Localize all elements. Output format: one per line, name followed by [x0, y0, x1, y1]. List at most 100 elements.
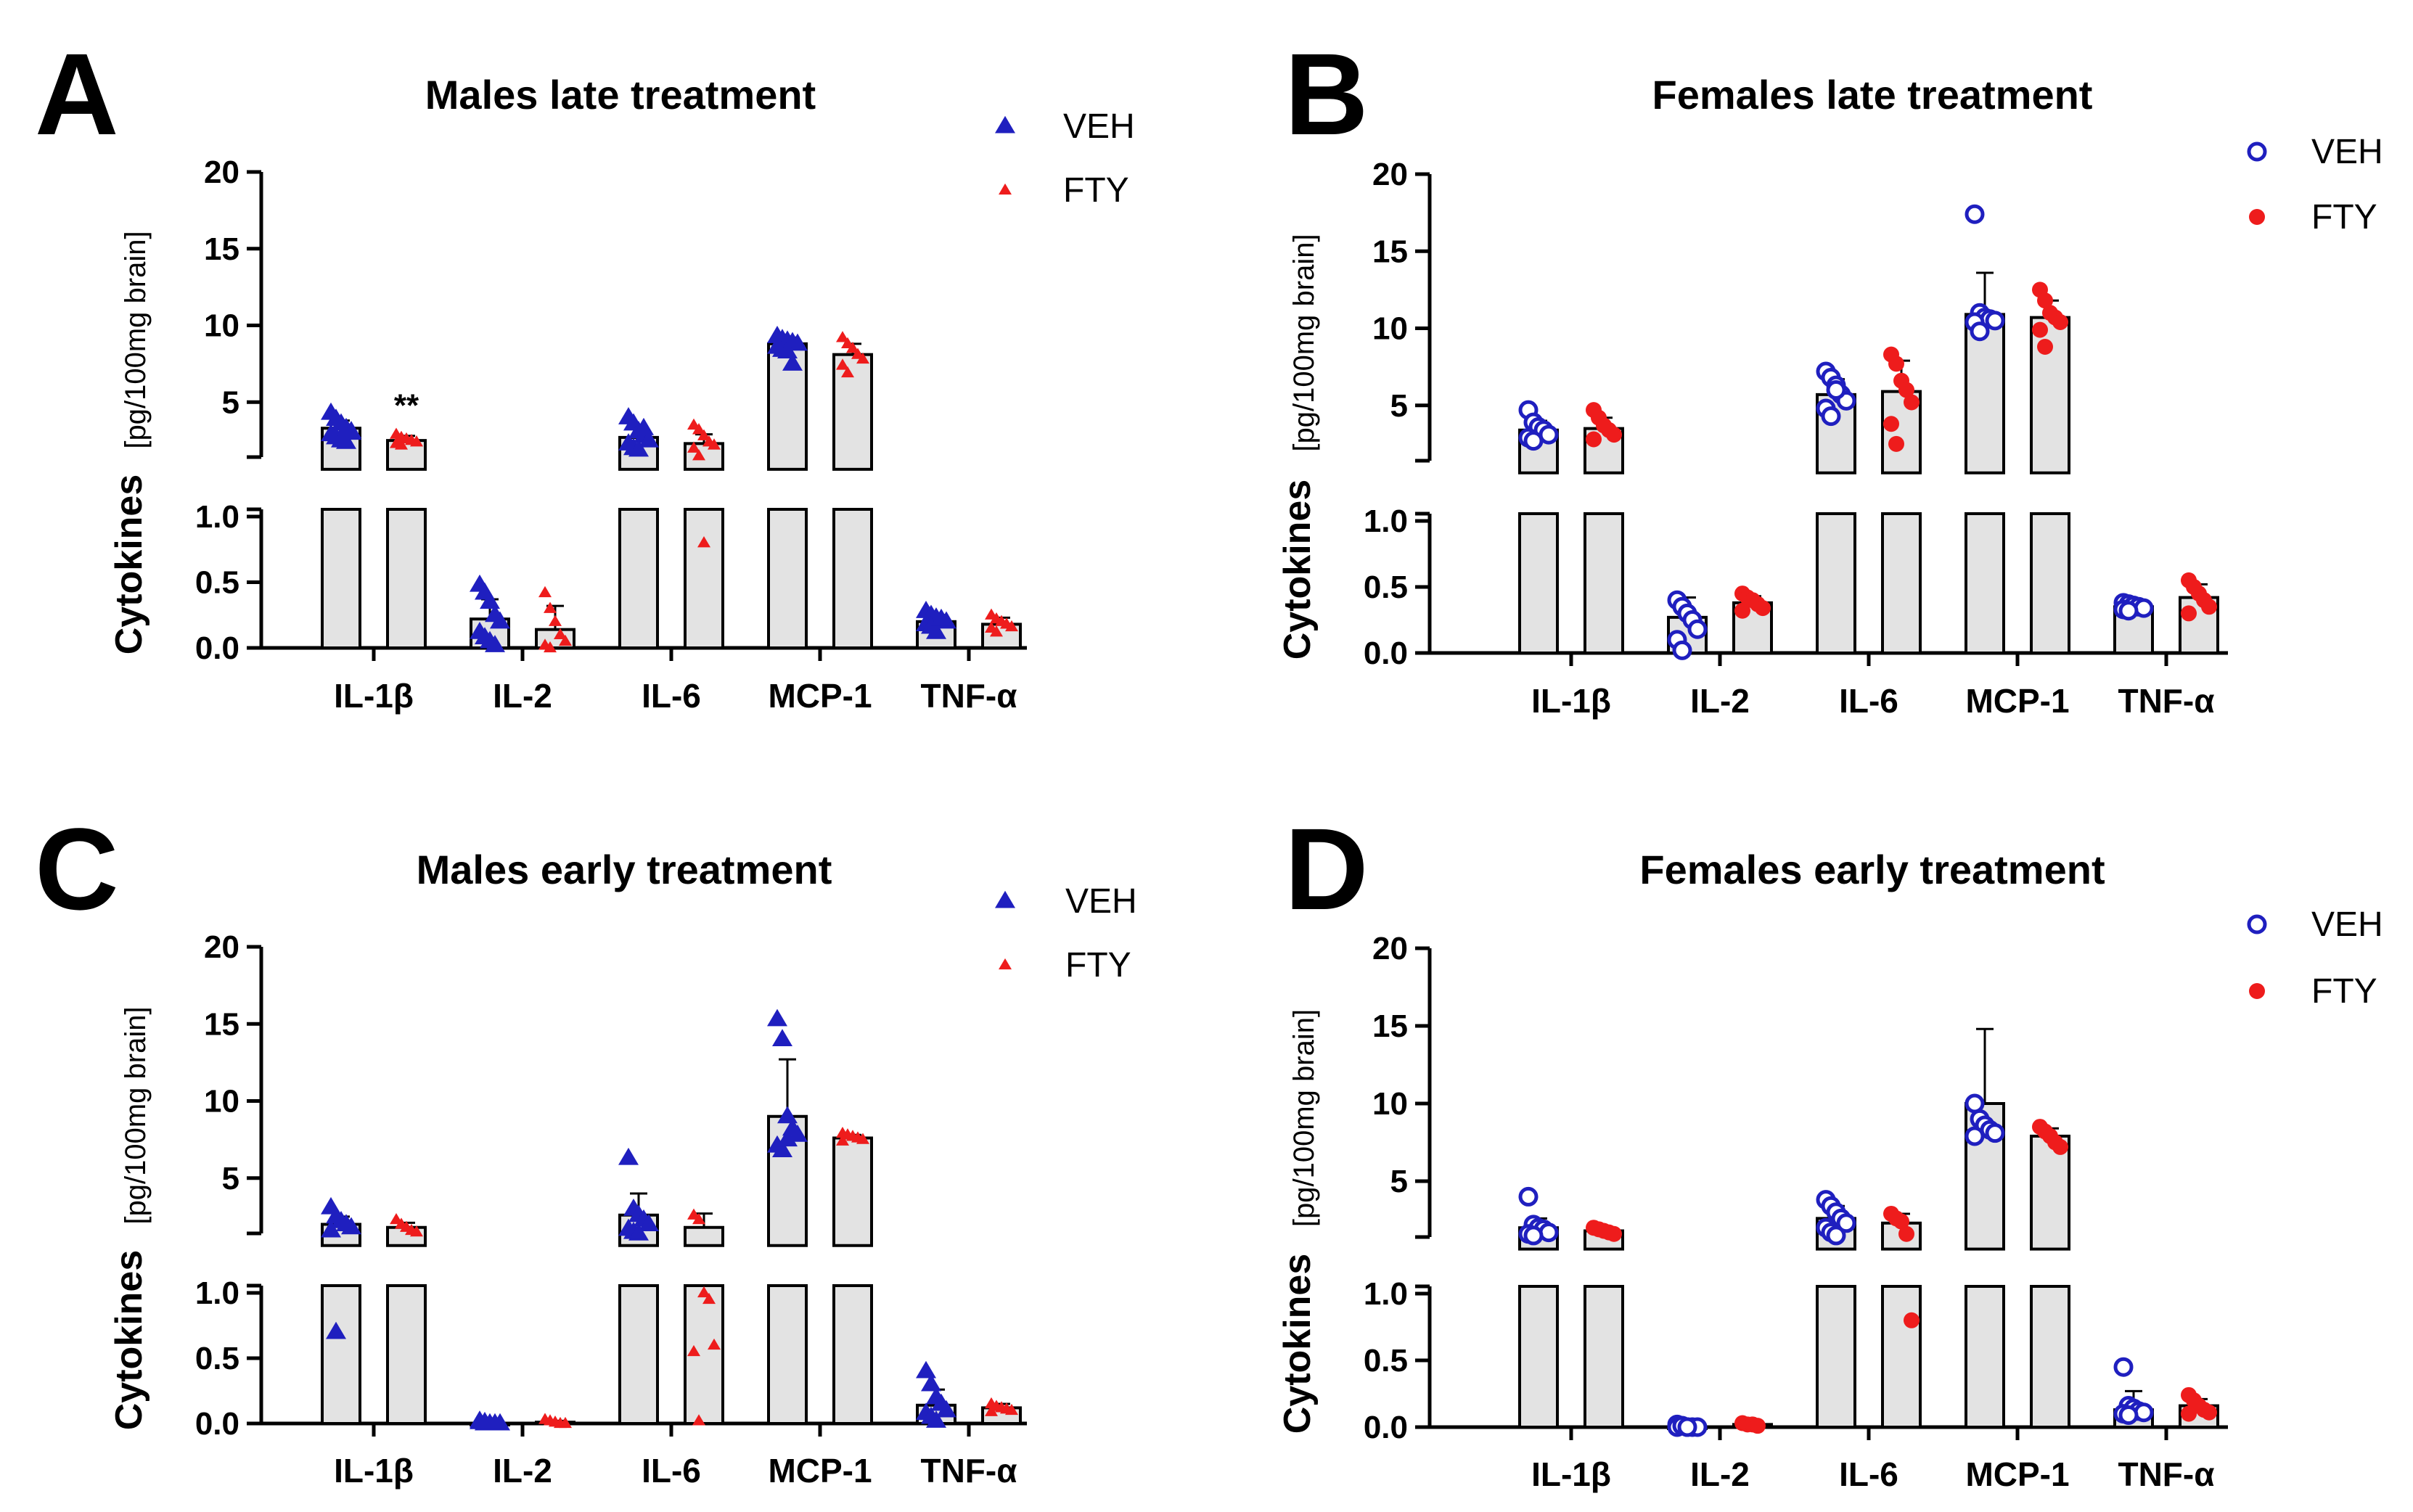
panel-title: Females early treatment: [1639, 847, 2105, 892]
data-point: [410, 435, 423, 447]
category-label: IL-6: [1839, 1455, 1898, 1493]
data-point: [544, 641, 557, 653]
significance-marker: **: [394, 388, 419, 424]
panel-letter: A: [35, 29, 119, 159]
bar-group-veh: [916, 601, 956, 649]
data-point: [1888, 356, 1904, 372]
data-point: [708, 1338, 721, 1350]
y-tick-label: 1.0: [195, 1275, 239, 1311]
data-point: [702, 1292, 716, 1304]
bar-lower: [386, 1284, 427, 1425]
bar-lower: [2030, 1285, 2070, 1429]
y-tick-label: 0.0: [1364, 1410, 1408, 1445]
y-tick-label: 10: [1372, 311, 1408, 347]
panel-title: Males early treatment: [417, 847, 832, 892]
bar-group-veh: [767, 1008, 808, 1425]
data-point: [410, 1225, 423, 1237]
legend-marker: [995, 115, 1015, 133]
data-point: [475, 1413, 495, 1431]
bar-lower: [1816, 512, 1856, 654]
data-point: [1904, 394, 1920, 411]
data-point: [708, 438, 721, 450]
y-axis-label: Cytokines: [108, 474, 150, 655]
panel-letter: B: [1285, 29, 1369, 159]
legend-label: VEH: [1063, 107, 1135, 146]
category-label: TNF-α: [2118, 1455, 2214, 1493]
bar-lower: [684, 508, 724, 649]
data-point: [1677, 1417, 1697, 1437]
bar-group-veh: [1965, 204, 2005, 654]
data-point: [697, 536, 710, 548]
bar-lower: [1965, 512, 2005, 654]
data-point: [1539, 1223, 1559, 1243]
category-label: TNF-α: [920, 677, 1017, 715]
data-point: [490, 611, 510, 629]
legend-marker: [995, 890, 1015, 908]
bar-group-fty: [386, 1212, 427, 1425]
data-point: [326, 1321, 346, 1339]
legend-label: FTY: [2311, 198, 2377, 237]
y-axis-unit-label: [pg/100mg brain]: [1288, 1009, 1320, 1227]
data-point: [2134, 598, 2154, 618]
data-point: [2037, 339, 2053, 355]
data-point: [777, 1129, 798, 1147]
data-point: [1985, 1123, 2005, 1143]
data-point: [777, 1106, 798, 1124]
category-label: IL-2: [493, 677, 552, 715]
data-point: [1985, 311, 2005, 331]
bar-group-veh: [2113, 1357, 2154, 1429]
data-point: [1893, 1213, 1909, 1230]
data-point: [618, 1147, 639, 1165]
bar-group-fty: [981, 1397, 1022, 1426]
bar-lower: [321, 1284, 361, 1425]
bar-lower: [832, 508, 873, 649]
bar-lower: [1518, 512, 1559, 654]
data-point: [926, 622, 946, 639]
bar-group-fty: [1584, 402, 1624, 654]
category-label: IL-2: [493, 1452, 552, 1490]
data-point: [2052, 314, 2068, 330]
bar-group-fty: [684, 418, 724, 649]
panel-letter: C: [35, 804, 119, 934]
y-axis-label: Cytokines: [108, 1250, 150, 1431]
panel-title: Males late treatment: [425, 72, 816, 118]
legend-marker: [2249, 209, 2265, 225]
category-label: IL-6: [642, 677, 701, 715]
data-point: [2118, 1405, 2139, 1425]
y-tick-label: 1.0: [1364, 1276, 1408, 1312]
data-point: [634, 417, 654, 435]
data-point: [841, 366, 854, 378]
data-point: [926, 1410, 946, 1428]
y-tick-label: 10: [204, 308, 239, 344]
data-point: [687, 1344, 700, 1357]
data-point: [544, 601, 557, 613]
legend-marker: [2249, 983, 2265, 999]
y-tick-label: 15: [204, 1006, 239, 1042]
y-tick-label: 10: [1372, 1086, 1408, 1122]
bar-lower: [767, 1284, 808, 1425]
data-point: [846, 342, 859, 353]
data-point: [480, 591, 500, 609]
data-point: [2113, 1357, 2134, 1377]
data-point: [1883, 416, 1899, 432]
bar-lower: [1881, 1285, 1922, 1429]
category-label: MCP-1: [1965, 1455, 2069, 1493]
data-point: [2201, 599, 2217, 615]
data-point: [921, 1373, 941, 1392]
data-point: [856, 352, 869, 364]
data-point: [1888, 435, 1904, 452]
legend-label: VEH: [2311, 905, 2383, 944]
legend-label: FTY: [1063, 171, 1129, 210]
data-point: [1005, 620, 1018, 632]
category-label: TNF-α: [920, 1452, 1017, 1490]
data-point: [836, 358, 849, 370]
bar-lower: [321, 508, 361, 649]
y-tick-label: 15: [1372, 1008, 1408, 1044]
category-label: TNF-α: [2118, 682, 2214, 720]
bar-group-fty: [981, 608, 1022, 649]
bar-lower: [1965, 1285, 2005, 1429]
data-point: [856, 1133, 869, 1144]
y-tick-label: 0.5: [1364, 570, 1408, 605]
category-label: MCP-1: [1965, 682, 2069, 720]
